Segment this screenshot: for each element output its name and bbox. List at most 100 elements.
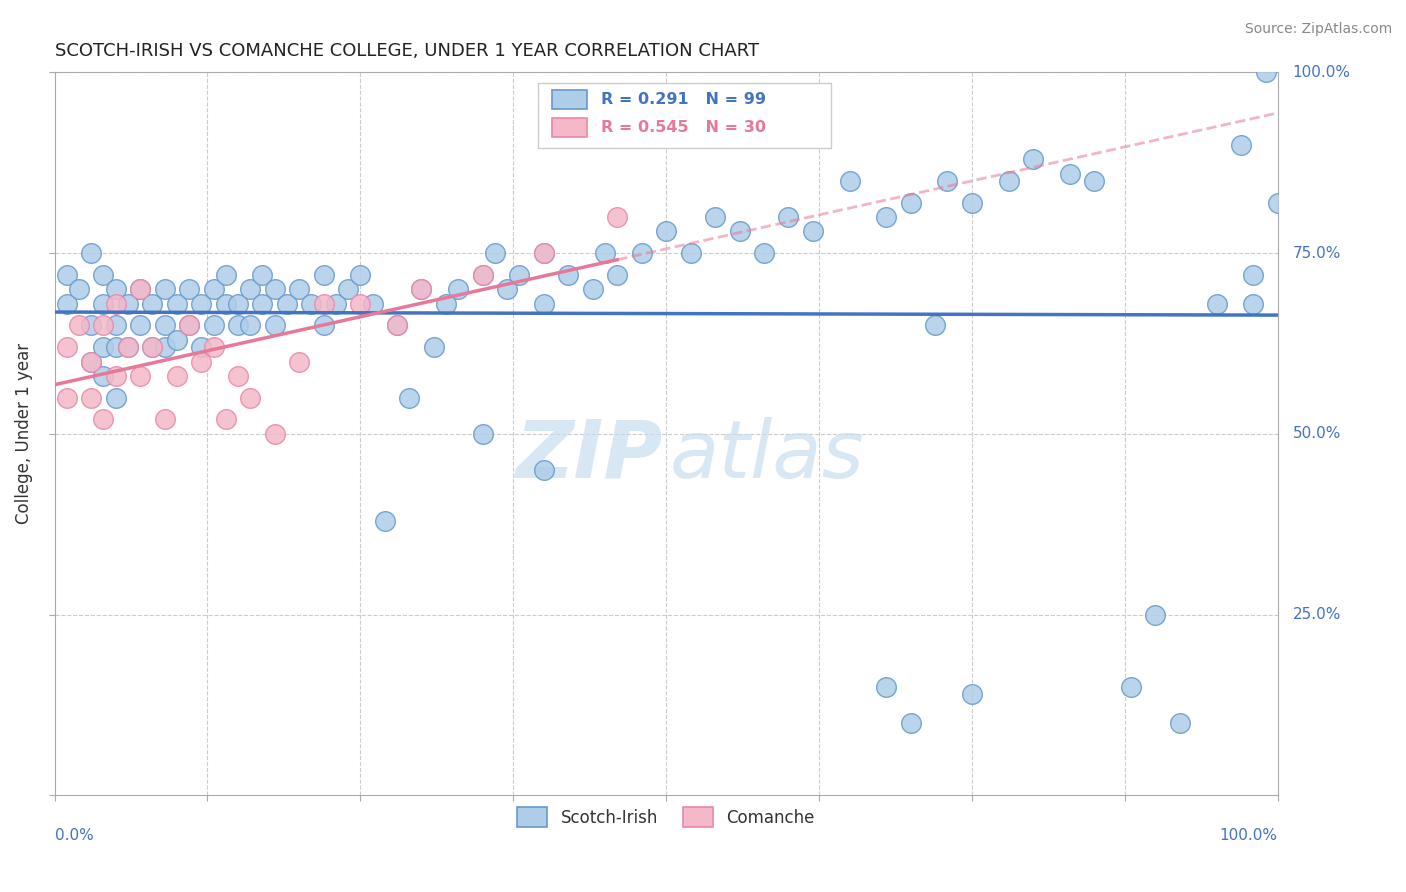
Point xyxy=(312,297,335,311)
Point xyxy=(471,268,494,282)
Point xyxy=(80,246,103,260)
Point xyxy=(1168,716,1191,731)
FancyBboxPatch shape xyxy=(553,90,586,109)
Point xyxy=(411,282,433,296)
Point xyxy=(533,246,555,260)
Legend: Scotch-Irish, Comanche: Scotch-Irish, Comanche xyxy=(510,800,821,834)
Point xyxy=(226,318,249,333)
Point xyxy=(1254,65,1277,79)
Point xyxy=(93,369,115,384)
Point xyxy=(117,340,139,354)
Point xyxy=(778,210,800,224)
Point xyxy=(104,340,127,354)
Point xyxy=(252,297,274,311)
Point xyxy=(752,246,775,260)
Point xyxy=(960,195,983,210)
Point xyxy=(471,268,494,282)
Point xyxy=(215,297,238,311)
FancyBboxPatch shape xyxy=(537,83,831,148)
Point xyxy=(312,318,335,333)
Point xyxy=(533,297,555,311)
Point xyxy=(129,318,152,333)
Point xyxy=(533,246,555,260)
Point xyxy=(93,318,115,333)
Point xyxy=(166,369,188,384)
Text: Source: ZipAtlas.com: Source: ZipAtlas.com xyxy=(1244,22,1392,37)
Point xyxy=(226,297,249,311)
Point xyxy=(593,246,616,260)
Point xyxy=(838,174,860,188)
Text: R = 0.291   N = 99: R = 0.291 N = 99 xyxy=(602,92,766,107)
Point xyxy=(875,210,897,224)
Point xyxy=(337,282,360,296)
Point xyxy=(447,282,470,296)
Point xyxy=(215,412,238,426)
Point xyxy=(153,318,176,333)
Point xyxy=(1022,152,1045,166)
Point xyxy=(801,225,824,239)
Text: atlas: atlas xyxy=(669,417,865,494)
Point xyxy=(1144,607,1167,622)
Point xyxy=(239,318,262,333)
Point xyxy=(679,246,702,260)
Point xyxy=(117,297,139,311)
Text: R = 0.545   N = 30: R = 0.545 N = 30 xyxy=(602,120,766,135)
Y-axis label: College, Under 1 year: College, Under 1 year xyxy=(15,343,32,524)
Point xyxy=(104,282,127,296)
Point xyxy=(202,340,225,354)
Point xyxy=(93,268,115,282)
Point xyxy=(1230,137,1253,152)
Point xyxy=(385,318,408,333)
Point xyxy=(1241,297,1264,311)
Point xyxy=(924,318,946,333)
Point xyxy=(93,412,115,426)
Point xyxy=(129,369,152,384)
Point xyxy=(55,391,77,405)
Text: 75.0%: 75.0% xyxy=(1292,245,1341,260)
Point xyxy=(1241,268,1264,282)
Point xyxy=(385,318,408,333)
Point xyxy=(177,318,200,333)
Point xyxy=(55,340,77,354)
Point xyxy=(80,318,103,333)
Point xyxy=(557,268,579,282)
Point xyxy=(129,282,152,296)
Point xyxy=(263,282,285,296)
Point xyxy=(104,391,127,405)
Text: SCOTCH-IRISH VS COMANCHE COLLEGE, UNDER 1 YEAR CORRELATION CHART: SCOTCH-IRISH VS COMANCHE COLLEGE, UNDER … xyxy=(55,42,759,60)
Point xyxy=(67,318,90,333)
Point xyxy=(67,282,90,296)
Point xyxy=(153,412,176,426)
Point xyxy=(153,340,176,354)
Text: 0.0%: 0.0% xyxy=(55,828,93,843)
Point xyxy=(190,354,212,368)
Point xyxy=(239,282,262,296)
Point xyxy=(900,195,922,210)
Point xyxy=(496,282,519,296)
Point xyxy=(655,225,678,239)
Point xyxy=(104,297,127,311)
Point xyxy=(190,297,212,311)
Point xyxy=(80,354,103,368)
Point xyxy=(508,268,530,282)
Point xyxy=(104,318,127,333)
Point xyxy=(288,354,311,368)
Point xyxy=(471,426,494,441)
Point xyxy=(153,282,176,296)
Point xyxy=(422,340,444,354)
Point xyxy=(93,297,115,311)
Point xyxy=(55,297,77,311)
Point xyxy=(434,297,457,311)
Point xyxy=(349,297,371,311)
Point xyxy=(398,391,420,405)
Point xyxy=(361,297,384,311)
Point xyxy=(226,369,249,384)
Point xyxy=(288,282,311,296)
Point xyxy=(104,369,127,384)
Point xyxy=(263,318,285,333)
Point xyxy=(276,297,298,311)
Point xyxy=(263,426,285,441)
Point xyxy=(215,268,238,282)
Point xyxy=(936,174,959,188)
Point xyxy=(166,333,188,347)
